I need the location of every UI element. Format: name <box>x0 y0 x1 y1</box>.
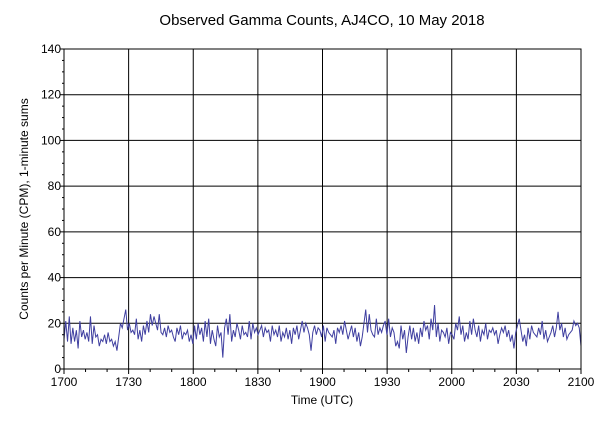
grid <box>64 49 581 369</box>
x-tick-label: 1930 <box>374 375 401 389</box>
x-tick-label: 2030 <box>503 375 530 389</box>
x-tick-label: 1700 <box>51 375 78 389</box>
y-tick-label: 80 <box>48 179 62 193</box>
x-tick-label: 1830 <box>245 375 272 389</box>
series-line <box>63 304 582 358</box>
y-tick-label: 40 <box>48 271 62 285</box>
x-ticks: 1700 1730 1800 1830 1900 1930 2000 2030 2100 <box>51 369 595 389</box>
y-tick-label: 20 <box>48 316 62 330</box>
x-tick-label: 1730 <box>115 375 142 389</box>
x-tick-label: 1800 <box>180 375 207 389</box>
x-axis-label: Time (UTC) <box>291 393 353 407</box>
y-ticks: 0 20 40 60 80 100 120 140 <box>41 42 64 376</box>
x-tick-label: 1900 <box>309 375 336 389</box>
y-axis-label: Counts per Minute (CPM), 1-minute sums <box>17 98 31 319</box>
x-tick-label: 2000 <box>438 375 465 389</box>
y-tick-label: 140 <box>41 42 61 56</box>
y-tick-label: 60 <box>48 225 62 239</box>
chart-title: Observed Gamma Counts, AJ4CO, 10 May 201… <box>159 12 484 29</box>
y-tick-label: 120 <box>41 88 61 102</box>
y-tick-label: 0 <box>54 362 61 376</box>
y-tick-label: 100 <box>41 133 61 147</box>
x-tick-label: 2100 <box>568 375 595 389</box>
